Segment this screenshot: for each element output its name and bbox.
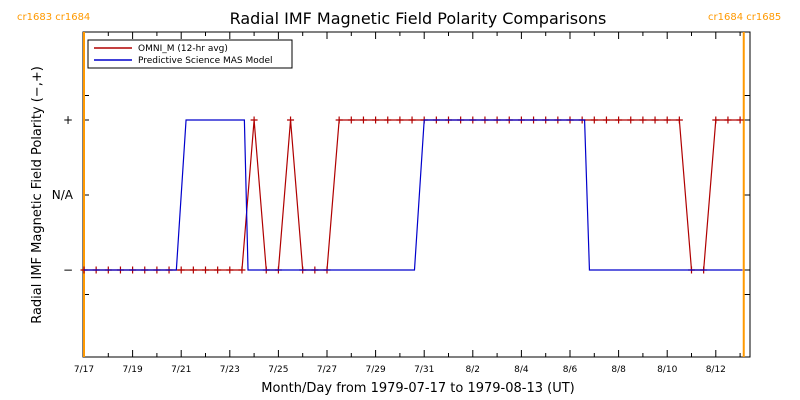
x-tick-label: 8/12: [706, 365, 726, 375]
omni-data-point: [250, 116, 258, 124]
omni-data-point: [372, 116, 380, 124]
omni-data-point: [651, 116, 659, 124]
chart-title: Radial IMF Magnetic Field Polarity Compa…: [230, 9, 607, 28]
omni-data-point: [189, 266, 197, 274]
x-tick-label: 7/27: [317, 365, 337, 375]
omni-data-point: [627, 116, 635, 124]
omni-data-point: [287, 116, 295, 124]
omni-data-point: [639, 116, 647, 124]
series-line-omni: [84, 119, 741, 271]
omni-data-point: [602, 116, 610, 124]
omni-data-point: [736, 116, 744, 124]
plot-frame: [82, 31, 751, 358]
x-tick-label: 7/17: [74, 365, 94, 375]
omni-data-point: [724, 116, 732, 124]
legend-box: [87, 39, 293, 69]
omni-data-point: [663, 116, 671, 124]
omni-data-point: [712, 116, 720, 124]
x-tick-label: 8/4: [514, 365, 529, 375]
omni-data-point: [214, 266, 222, 274]
omni-data-point: [202, 266, 209, 274]
x-tick-label: 8/6: [563, 365, 578, 375]
omni-data-point: [177, 266, 185, 274]
y-axis-label: Radial IMF Magnetic Field Polarity (−,+): [30, 66, 45, 324]
x-axis-label: Month/Day from 1979-07-17 to 1979-08-13 …: [261, 381, 574, 396]
omni-data-point: [615, 116, 623, 124]
carrington-label: cr1683 cr1684: [17, 12, 90, 23]
x-tick-label: 8/10: [657, 365, 677, 375]
legend-entry: OMNI_M (12-hr avg): [138, 44, 228, 54]
y-tick-label: N/A: [52, 188, 74, 202]
y-tick-label: +: [63, 113, 73, 127]
omni-data-point: [675, 116, 683, 124]
y-tick-label: −: [63, 263, 73, 277]
omni-data-point: [408, 116, 416, 124]
x-tick-label: 7/23: [220, 365, 240, 375]
x-tick-label: 8/8: [611, 365, 626, 375]
omni-data-point: [238, 266, 246, 274]
legend-entry: Predictive Science MAS Model: [138, 56, 273, 66]
omni-data-point: [590, 116, 598, 124]
omni-data-point: [335, 116, 343, 124]
omni-data-point: [396, 116, 404, 124]
x-tick-label: 7/25: [268, 365, 288, 375]
x-tick-label: 8/2: [466, 365, 480, 375]
omni-data-point: [226, 266, 234, 274]
omni-data-point: [359, 116, 367, 124]
series-line-model: [84, 119, 743, 271]
omni-data-point: [347, 116, 355, 124]
x-tick-label: 7/29: [365, 365, 385, 375]
x-tick-label: 7/31: [414, 365, 434, 375]
x-tick-label: 7/21: [171, 365, 191, 375]
omni-data-point: [384, 116, 392, 124]
x-tick-label: 7/19: [122, 365, 142, 375]
carrington-label: cr1684 cr1685: [708, 12, 781, 23]
